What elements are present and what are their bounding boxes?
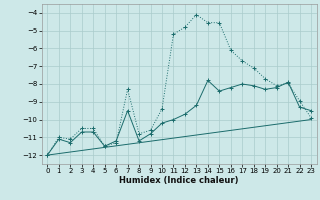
X-axis label: Humidex (Indice chaleur): Humidex (Indice chaleur) (119, 176, 239, 185)
